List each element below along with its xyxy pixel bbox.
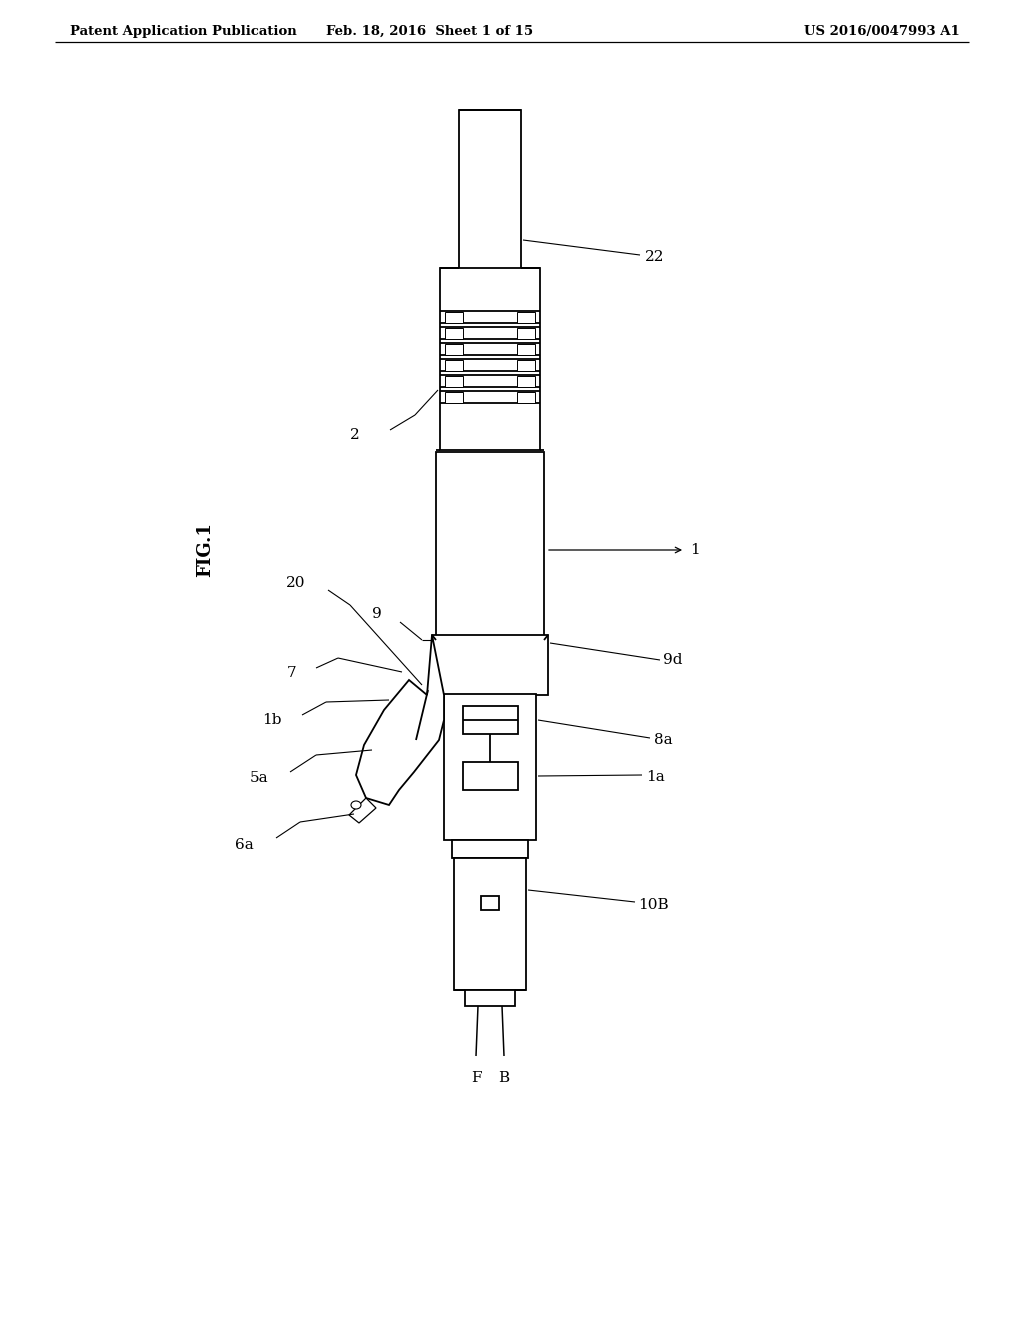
Ellipse shape [351, 801, 361, 809]
Text: B: B [499, 1071, 510, 1085]
Bar [517, 312, 535, 322]
Text: 9: 9 [373, 607, 382, 620]
Text: 20: 20 [286, 576, 305, 590]
Bar [517, 343, 535, 355]
Bar [445, 392, 463, 403]
Bar [454, 858, 526, 990]
Text: Feb. 18, 2016  Sheet 1 of 15: Feb. 18, 2016 Sheet 1 of 15 [327, 25, 534, 38]
Bar [440, 268, 540, 450]
Text: 8a: 8a [654, 733, 673, 747]
Bar [445, 312, 463, 322]
Bar [445, 327, 463, 338]
Text: 1a: 1a [646, 770, 665, 784]
Bar [517, 327, 535, 338]
Bar [445, 359, 463, 371]
Polygon shape [349, 799, 376, 822]
Text: 5a: 5a [250, 771, 268, 785]
Text: 9d: 9d [663, 653, 683, 667]
Text: 10B: 10B [638, 898, 669, 912]
Text: 2: 2 [350, 428, 360, 442]
Text: 1b: 1b [262, 713, 282, 727]
Polygon shape [356, 635, 444, 805]
Text: Patent Application Publication: Patent Application Publication [70, 25, 297, 38]
Bar [432, 635, 548, 696]
Bar [465, 990, 515, 1006]
Bar [444, 694, 536, 840]
Bar [517, 375, 535, 387]
Bar [436, 451, 544, 640]
Bar [445, 375, 463, 387]
Text: 1: 1 [690, 543, 699, 557]
Text: 22: 22 [645, 249, 665, 264]
Text: 7: 7 [287, 667, 296, 680]
Bar [481, 896, 499, 909]
Text: US 2016/0047993 A1: US 2016/0047993 A1 [804, 25, 961, 38]
Bar [445, 343, 463, 355]
Text: 6a: 6a [236, 838, 254, 851]
Bar [463, 706, 518, 734]
Text: FIG.1: FIG.1 [196, 523, 214, 577]
Text: F: F [471, 1071, 481, 1085]
Bar [452, 840, 528, 858]
Bar [463, 762, 518, 789]
Bar [517, 392, 535, 403]
Bar [459, 110, 521, 271]
Bar [517, 359, 535, 371]
